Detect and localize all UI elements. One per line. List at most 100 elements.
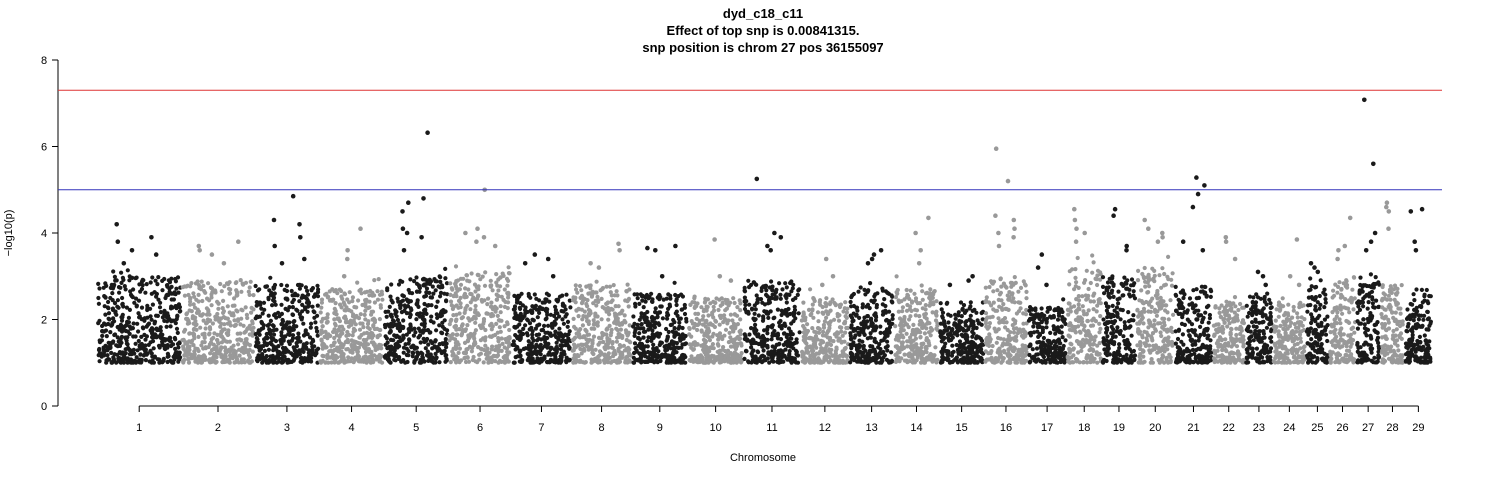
snp-point bbox=[406, 287, 411, 293]
snp-point bbox=[673, 292, 678, 298]
snp-point bbox=[791, 346, 796, 351]
snp-point bbox=[247, 323, 252, 328]
snp-point bbox=[298, 359, 303, 364]
snp-point bbox=[434, 312, 439, 317]
snp-point bbox=[493, 359, 498, 364]
snp-point bbox=[160, 315, 165, 320]
x-tick-label: 9 bbox=[657, 422, 663, 434]
snp-point bbox=[119, 280, 124, 285]
snp-point bbox=[429, 314, 434, 319]
snp-point bbox=[531, 338, 536, 343]
snp-point bbox=[489, 304, 494, 309]
snp-point bbox=[219, 340, 225, 345]
snp-point bbox=[765, 356, 771, 361]
snp-point bbox=[369, 335, 375, 340]
snp-point bbox=[498, 310, 503, 315]
snp-point bbox=[593, 347, 598, 352]
x-tick-label: 25 bbox=[1311, 422, 1323, 434]
snp-point bbox=[559, 332, 564, 337]
snp-point bbox=[125, 268, 130, 273]
snp-point bbox=[433, 338, 438, 343]
snp-point bbox=[345, 329, 350, 335]
snp-point bbox=[128, 326, 133, 331]
snp-point bbox=[106, 311, 112, 316]
snp-point bbox=[932, 289, 937, 294]
snp-point bbox=[691, 325, 696, 330]
snp-point bbox=[587, 311, 592, 316]
snp-point bbox=[684, 316, 689, 321]
snp-point bbox=[456, 350, 461, 355]
snp-point bbox=[286, 328, 291, 333]
snp-point bbox=[677, 320, 682, 325]
snp-point bbox=[828, 320, 833, 325]
snp-point bbox=[355, 280, 360, 285]
snp-point bbox=[249, 310, 254, 315]
snp-point bbox=[462, 310, 467, 315]
snp-point bbox=[262, 337, 267, 342]
snp-point bbox=[765, 345, 770, 350]
snp-point bbox=[411, 333, 416, 338]
snp-point bbox=[208, 327, 213, 332]
snp-point bbox=[627, 323, 632, 328]
snp-point bbox=[284, 296, 290, 301]
snp-point bbox=[971, 331, 976, 336]
snp-point bbox=[645, 344, 650, 349]
snp-point bbox=[655, 315, 660, 320]
snp-point bbox=[415, 298, 420, 303]
snp-point bbox=[666, 306, 671, 311]
snp-point bbox=[604, 327, 609, 332]
snp-point bbox=[313, 320, 318, 325]
snp-point bbox=[320, 343, 325, 348]
snp-point bbox=[793, 296, 798, 301]
snp-point bbox=[286, 332, 291, 337]
snp-point bbox=[821, 311, 826, 316]
snp-point bbox=[125, 356, 130, 361]
snp-point bbox=[696, 311, 701, 316]
snp-point bbox=[422, 324, 427, 329]
snp-point bbox=[254, 343, 259, 349]
snp-point bbox=[595, 320, 600, 325]
snp-point bbox=[396, 299, 401, 304]
snp-point bbox=[556, 298, 561, 303]
snp-point bbox=[196, 334, 201, 339]
snp-point bbox=[111, 269, 116, 274]
snp-point bbox=[296, 335, 301, 340]
snp-point bbox=[116, 357, 121, 363]
snp-point bbox=[452, 324, 457, 329]
snp-point bbox=[384, 314, 389, 319]
snp-point bbox=[632, 333, 637, 338]
snp-point bbox=[621, 343, 627, 348]
snp-point bbox=[633, 301, 638, 306]
snp-point bbox=[581, 296, 586, 301]
snp-point bbox=[917, 301, 923, 306]
snp-point bbox=[903, 321, 908, 326]
snp-point bbox=[332, 340, 337, 345]
snp-point bbox=[193, 321, 198, 326]
snp-point bbox=[349, 356, 354, 361]
snp-point bbox=[483, 327, 488, 333]
snp-point bbox=[417, 314, 423, 319]
snp-point bbox=[703, 297, 708, 303]
snp-point bbox=[637, 331, 642, 336]
snp-point bbox=[232, 318, 237, 323]
snp-point bbox=[149, 327, 154, 332]
snp-point bbox=[407, 337, 412, 342]
snp-point bbox=[490, 344, 495, 349]
chromosome-3-points bbox=[253, 193, 321, 365]
snp-point bbox=[218, 281, 223, 287]
snp-point bbox=[540, 300, 545, 305]
snp-point bbox=[196, 348, 201, 354]
snp-point bbox=[632, 321, 637, 326]
snp-point bbox=[454, 294, 459, 299]
snp-point bbox=[423, 328, 428, 333]
snp-point bbox=[404, 352, 409, 358]
snp-point bbox=[375, 289, 380, 294]
snp-point bbox=[363, 317, 368, 322]
snp-point bbox=[899, 356, 904, 361]
snp-point bbox=[633, 357, 638, 363]
snp-point bbox=[201, 353, 206, 358]
snp-point bbox=[782, 310, 787, 315]
top-snp-point bbox=[358, 226, 363, 231]
snp-point bbox=[335, 291, 340, 296]
